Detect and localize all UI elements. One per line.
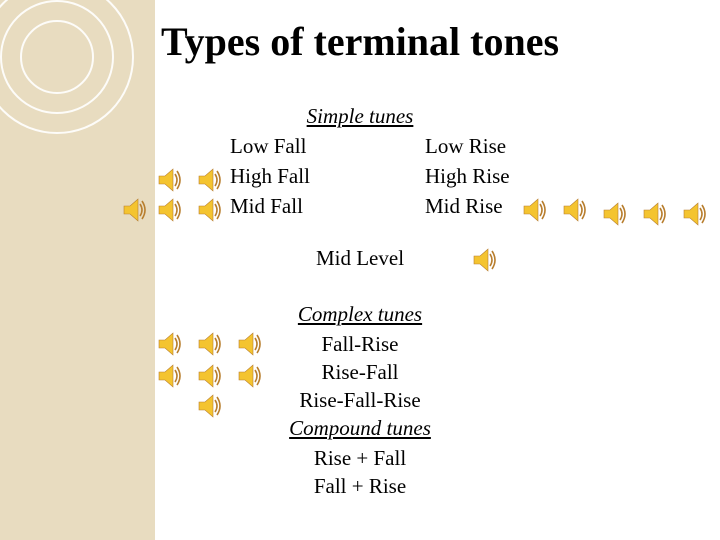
speaker-icon — [155, 362, 183, 390]
speaker-icon — [155, 330, 183, 358]
speaker-icon — [120, 196, 148, 224]
speaker-icon — [560, 196, 588, 224]
speaker-icon — [195, 392, 223, 420]
section-simple: Simple tunes — [0, 104, 720, 129]
tone-rise-fall: Rise-Fall — [0, 360, 720, 385]
speaker-icon — [235, 330, 263, 358]
tone-rise-fall-rise: Rise-Fall-Rise — [0, 388, 720, 413]
tone-high-rise: High Rise — [425, 164, 510, 189]
speaker-icon — [520, 196, 548, 224]
tone-low-fall: Low Fall — [230, 134, 306, 159]
section-compound: Compound tunes — [0, 416, 720, 441]
speaker-icon — [640, 200, 668, 228]
speaker-icon — [195, 196, 223, 224]
page-title: Types of terminal tones — [0, 18, 720, 65]
speaker-icon — [155, 196, 183, 224]
tone-mid-level: Mid Level — [0, 246, 720, 271]
tone-fall-rise: Fall-Rise — [0, 332, 720, 357]
tone-fall-plus-rise: Fall + Rise — [0, 474, 720, 499]
speaker-icon — [600, 200, 628, 228]
speaker-icon — [195, 362, 223, 390]
tone-low-rise: Low Rise — [425, 134, 506, 159]
tone-rise-plus-fall: Rise + Fall — [0, 446, 720, 471]
speaker-icon — [235, 362, 263, 390]
tone-high-fall: High Fall — [230, 164, 310, 189]
tone-mid-rise: Mid Rise — [425, 194, 503, 219]
speaker-icon — [195, 166, 223, 194]
tone-mid-fall: Mid Fall — [230, 194, 303, 219]
speaker-icon — [680, 200, 708, 228]
section-complex: Complex tunes — [0, 302, 720, 327]
speaker-icon — [470, 246, 498, 274]
speaker-icon — [155, 166, 183, 194]
speaker-icon — [195, 330, 223, 358]
